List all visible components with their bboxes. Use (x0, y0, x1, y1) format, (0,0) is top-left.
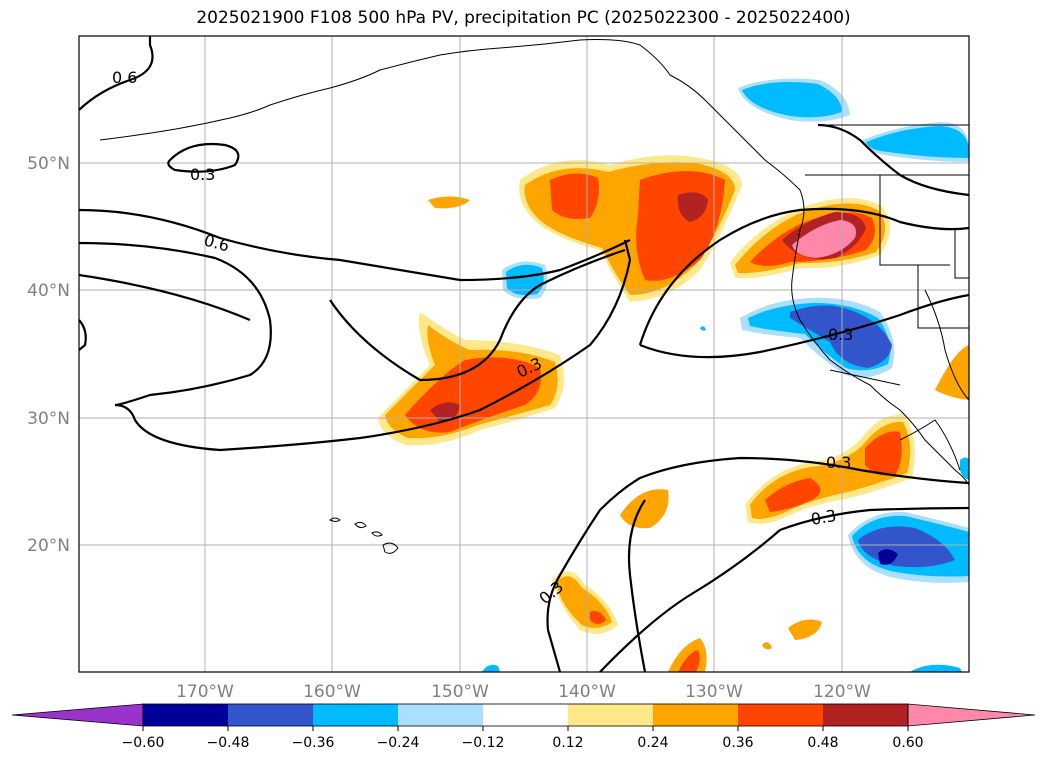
colorbar-tick-label: −0.48 (207, 735, 250, 751)
contour-label: 0.6 (112, 68, 137, 87)
map-title: 2025021900 F108 500 hPa PV, precipitatio… (196, 8, 851, 28)
lat-label: 40°N (27, 281, 70, 301)
colorbar-swatch (313, 704, 398, 726)
lon-label: 170°W (176, 682, 234, 702)
colorbar-tick-label: −0.36 (292, 735, 335, 751)
colorbar-tick-label: −0.60 (122, 735, 165, 751)
colorbar: −0.60 −0.48 −0.36 −0.24 −0.12 0.12 0.24 0.36 0.4… (11, 703, 1036, 751)
lon-label: 120°W (813, 682, 871, 702)
colorbar-tick-label: 0.24 (637, 735, 668, 751)
lon-label: 140°W (558, 682, 616, 702)
longitude-labels: 170°W 160°W 150°W 140°W 130°W 120°W (176, 682, 871, 702)
gridlines (79, 36, 969, 672)
contour-label: 0.3 (809, 506, 837, 529)
colorbar-tick-label: 0.48 (807, 735, 838, 751)
colorbar-swatch (653, 704, 738, 726)
pv-contours (79, 36, 969, 672)
lon-label: 130°W (685, 682, 743, 702)
plot-frame (78, 35, 970, 673)
colorbar-swatch (738, 704, 823, 726)
contour-label: 0.3 (828, 325, 853, 344)
precipitation-field (378, 78, 969, 672)
colorbar-extend-high (907, 703, 1036, 727)
latitude-labels: 50°N 40°N 30°N 20°N (27, 154, 70, 556)
coastlines (99, 39, 969, 554)
contour-label: 0.3 (190, 165, 215, 184)
colorbar-tick-label: 0.12 (552, 735, 583, 751)
colorbar-tick-label: 0.60 (892, 735, 923, 751)
colorbar-frame (142, 703, 909, 727)
colorbar-swatch (568, 704, 653, 726)
colorbar-swatch (228, 704, 313, 726)
colorbar-swatch (483, 704, 568, 726)
lon-label: 160°W (303, 682, 361, 702)
colorbar-swatch (143, 704, 228, 726)
colorbar-swatch (823, 704, 908, 726)
colorbar-swatch (398, 704, 483, 726)
lon-label: 150°W (431, 682, 489, 702)
lat-label: 20°N (27, 536, 70, 556)
contour-label: 0.3 (826, 453, 851, 472)
colorbar-extend-low (11, 703, 144, 727)
lat-label: 30°N (27, 409, 70, 429)
lat-label: 50°N (27, 154, 70, 174)
colorbar-tick-label: −0.24 (377, 735, 420, 751)
colorbar-tick-label: 0.36 (722, 735, 753, 751)
colorbar-tick-label: −0.12 (462, 735, 505, 751)
